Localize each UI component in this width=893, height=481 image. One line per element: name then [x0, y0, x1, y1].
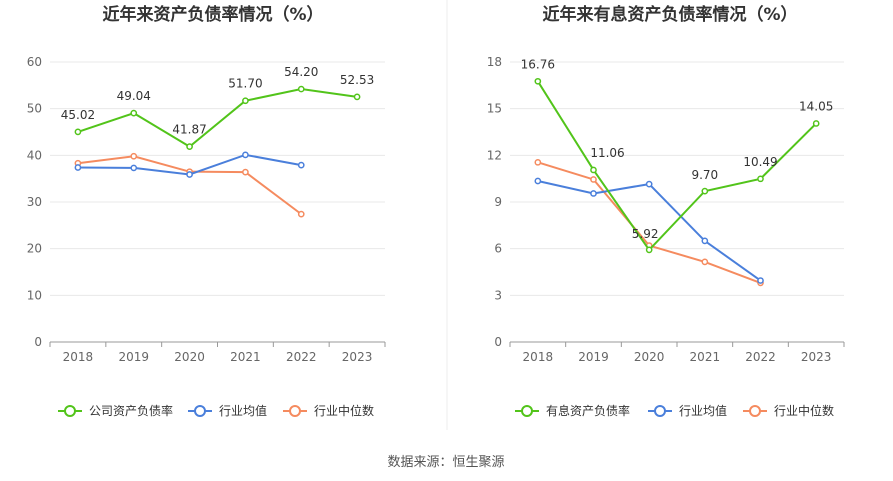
data-point — [645, 246, 653, 254]
series-line — [77, 155, 302, 215]
legend-swatch-marker — [289, 405, 301, 417]
y-tick-label: 10 — [27, 288, 42, 302]
y-tick-label: 20 — [27, 242, 42, 256]
data-label: 11.06 — [590, 146, 624, 160]
data-label: 14.05 — [799, 99, 833, 113]
data-point — [590, 176, 597, 183]
chart-title: 近年来资产负债率情况（%） — [102, 4, 323, 25]
data-point — [590, 166, 597, 174]
legend-item[interactable]: 行业中位数 — [283, 403, 374, 418]
y-tick-label: 6 — [494, 242, 502, 256]
x-tick-label: 2022 — [286, 350, 317, 364]
data-label: 54.20 — [284, 65, 318, 79]
data-point — [757, 277, 764, 284]
y-tick-label: 18 — [487, 55, 502, 69]
x-tick-label: 2019 — [578, 350, 609, 364]
data-point — [701, 237, 709, 245]
legend-label: 行业中位数 — [774, 403, 834, 418]
data-point — [186, 143, 193, 150]
data-point — [534, 77, 542, 85]
data-point — [701, 187, 709, 195]
data-point — [701, 258, 709, 266]
data-point — [534, 158, 542, 166]
x-tick-label: 2021 — [230, 350, 261, 364]
legend-swatch-marker — [64, 405, 76, 417]
legend-label: 有息资产负债率 — [546, 403, 630, 418]
x-tick-label: 2023 — [342, 350, 373, 364]
data-label: 49.04 — [117, 89, 151, 103]
x-tick-label: 2021 — [690, 350, 721, 364]
data-label: 41.87 — [172, 123, 206, 137]
data-point — [534, 177, 542, 185]
data-point — [130, 109, 138, 117]
data-point — [130, 164, 138, 172]
data-point — [130, 152, 138, 160]
y-tick-label: 30 — [27, 195, 42, 209]
data-point — [812, 120, 820, 127]
legend-item[interactable]: 行业均值 — [648, 403, 727, 418]
data-point — [297, 161, 305, 169]
y-tick-label: 3 — [494, 288, 502, 302]
legend-item[interactable]: 行业中位数 — [743, 403, 834, 418]
chart-title: 近年来有息资产负债率情况（%） — [542, 4, 797, 25]
legend-swatch-marker — [654, 405, 666, 417]
data-point — [757, 175, 764, 183]
data-point — [297, 210, 305, 218]
series-line — [77, 88, 358, 148]
data-label: 45.02 — [61, 108, 95, 122]
x-tick-label: 2018 — [63, 350, 94, 364]
y-tick-label: 12 — [487, 148, 502, 162]
x-tick-label: 2022 — [745, 350, 776, 364]
chart-2: 近年来有息资产负债率情况（%） 0 3 6 9 12 15 18 2018 2019 2020 202… — [487, 4, 845, 418]
legend-label: 行业均值 — [679, 403, 727, 418]
legend-label: 行业中位数 — [314, 403, 374, 418]
data-label: 51.70 — [228, 77, 262, 91]
data-label: 16.76 — [521, 57, 555, 71]
y-tick-label: 15 — [487, 102, 502, 116]
data-point — [242, 168, 249, 176]
y-tick-label: 40 — [27, 148, 42, 162]
data-point — [297, 85, 305, 93]
legend-swatch-marker — [749, 405, 761, 417]
legend-item[interactable]: 有息资产负债率 — [515, 403, 630, 418]
legend-label: 行业均值 — [219, 403, 267, 418]
x-tick-label: 2019 — [118, 350, 149, 364]
legend-label: 公司资产负债率 — [89, 403, 173, 418]
data-point — [590, 190, 597, 197]
data-point — [242, 97, 249, 105]
data-point — [74, 164, 82, 171]
data-point — [353, 93, 361, 101]
data-point — [74, 128, 82, 136]
x-tick-label: 2023 — [801, 350, 832, 364]
legend-item[interactable]: 公司资产负债率 — [58, 403, 173, 418]
y-tick-label: 50 — [27, 102, 42, 116]
legend-item[interactable]: 行业均值 — [188, 403, 267, 418]
data-label: 9.70 — [691, 168, 718, 182]
legend-swatch-marker — [194, 405, 206, 417]
data-label: 52.53 — [340, 73, 374, 87]
data-point — [242, 151, 249, 159]
y-tick-label: 9 — [494, 195, 502, 209]
y-tick-label: 60 — [27, 55, 42, 69]
chart-1: 近年来资产负债率情况（%） 0 10 20 30 40 50 60 2018 2019 2020 20… — [27, 4, 386, 418]
y-tick-label: 0 — [34, 335, 42, 349]
data-point — [186, 171, 193, 178]
series-line — [536, 80, 817, 252]
series-line — [537, 161, 761, 284]
data-label: 10.49 — [743, 155, 777, 169]
x-tick-label: 2020 — [174, 350, 205, 364]
x-tick-label: 2018 — [523, 350, 554, 364]
y-tick-label: 0 — [494, 335, 502, 349]
data-label: 5.92 — [632, 227, 659, 241]
data-point — [645, 180, 653, 188]
x-tick-label: 2020 — [634, 350, 665, 364]
source-caption: 数据来源：恒生聚源 — [387, 455, 504, 470]
legend-swatch-marker — [521, 405, 533, 417]
